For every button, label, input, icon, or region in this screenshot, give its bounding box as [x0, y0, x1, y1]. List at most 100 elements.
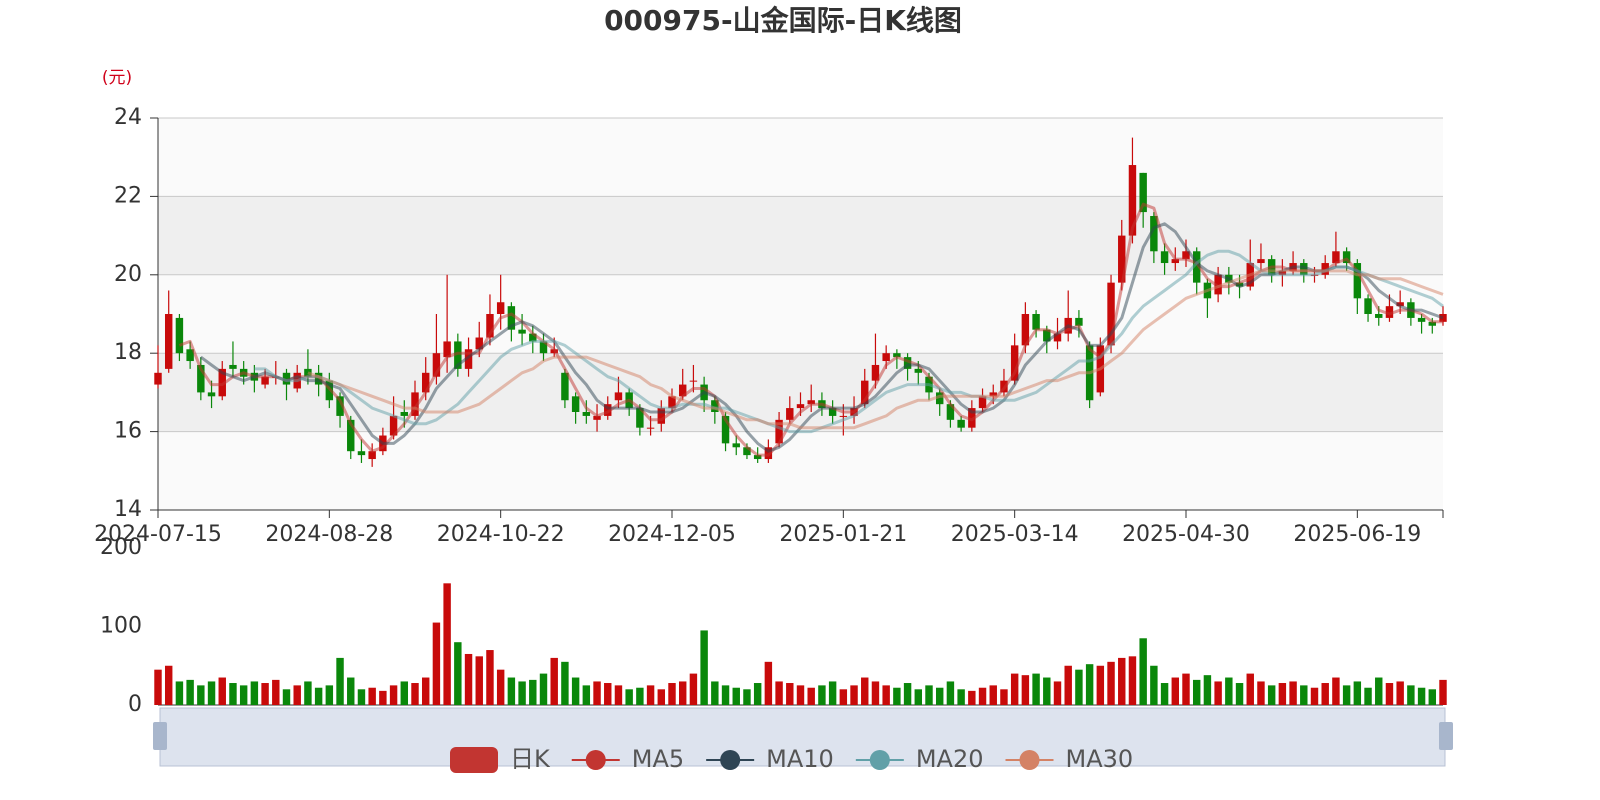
volume-bar	[1085, 664, 1094, 705]
zoom-handle[interactable]	[1439, 722, 1453, 750]
legend-item[interactable]: MA10	[706, 745, 834, 773]
candle-body	[421, 372, 430, 393]
volume-bar	[314, 687, 323, 705]
y-tick-label: 16	[114, 419, 142, 444]
candle-body	[989, 392, 997, 397]
x-tick-label: 2024-07-15	[94, 522, 222, 547]
volume-bar	[893, 687, 901, 705]
volume-bar	[828, 681, 837, 705]
y-tick-label: 200	[100, 535, 142, 560]
candle-body	[507, 306, 516, 330]
volume-bar	[678, 681, 687, 705]
candle-body	[839, 415, 848, 417]
candle-body	[1107, 282, 1115, 346]
volume-bar	[968, 690, 976, 705]
candle-body	[186, 349, 194, 362]
volume-bar	[1182, 673, 1190, 705]
volume-bar	[1128, 656, 1137, 705]
volume-bar	[411, 683, 419, 705]
candle-body	[368, 451, 376, 460]
candle-body	[218, 368, 226, 397]
x-tick-label: 2024-10-22	[437, 522, 565, 547]
volume-bar	[518, 681, 526, 705]
legend-icon	[1019, 750, 1040, 770]
y-tick-label: 0	[128, 692, 142, 717]
candle-body	[432, 353, 441, 377]
volume-bar	[561, 661, 569, 705]
volume-bar	[1118, 657, 1126, 705]
candle-body	[539, 341, 548, 354]
y-tick-label: 100	[100, 614, 142, 639]
ma-line	[254, 249, 1444, 434]
volume-bar	[1300, 685, 1308, 705]
legend-label: MA20	[916, 745, 984, 773]
candle-body	[164, 314, 173, 369]
legend-item[interactable]: MA20	[855, 745, 984, 773]
volume-bar	[1385, 683, 1394, 705]
candle-body	[1257, 259, 1265, 264]
zoom-handle[interactable]	[153, 722, 167, 750]
candle-body	[1075, 317, 1083, 326]
candle-body	[1043, 329, 1051, 342]
volume-bar	[400, 681, 409, 705]
candle-body	[443, 341, 451, 358]
candle-body	[1278, 270, 1287, 275]
legend-icon	[585, 750, 606, 770]
volume-bar	[786, 683, 794, 705]
candle-body	[828, 408, 837, 416]
volume-bar	[614, 685, 623, 705]
ma-line	[307, 269, 1444, 430]
x-tick-label: 2025-01-21	[779, 522, 907, 547]
ma-line	[199, 222, 1444, 453]
volume-bar	[432, 622, 441, 705]
volume-bar	[486, 650, 494, 705]
volume-bar	[250, 681, 259, 705]
legend-item[interactable]: 日K	[450, 745, 551, 773]
volume-bar	[347, 677, 355, 705]
volume-bar	[1171, 677, 1180, 705]
candle-body	[861, 380, 869, 405]
candle-body	[1332, 251, 1340, 264]
candle-body	[1417, 317, 1426, 322]
volume-bar	[1267, 685, 1276, 705]
candle-body	[1300, 263, 1308, 275]
volume-bar	[454, 642, 462, 705]
volume-bar	[507, 677, 516, 705]
candle-body	[571, 396, 580, 412]
legend-item[interactable]: MA30	[1005, 745, 1134, 773]
volume-bar	[539, 673, 548, 705]
volume-bar	[1096, 665, 1105, 705]
volume-bar	[1407, 685, 1415, 705]
volume-bar	[861, 677, 869, 705]
x-tick-label: 2025-06-19	[1293, 522, 1421, 547]
volume-bar	[807, 687, 815, 705]
split-area	[158, 196, 1443, 275]
volume-bar	[1043, 677, 1051, 705]
candle-body	[903, 357, 912, 369]
volume-bar	[925, 685, 933, 705]
candle-body	[1160, 251, 1169, 264]
candle-body	[796, 404, 805, 409]
volume-bar	[1139, 638, 1147, 705]
data-zoom[interactable]	[153, 707, 1453, 767]
candle-body	[486, 314, 494, 338]
volume-bar	[389, 685, 398, 705]
volume-bar	[1192, 679, 1201, 705]
volume-bar	[1321, 683, 1329, 705]
candle-body	[261, 376, 269, 385]
volume-bar	[946, 681, 955, 705]
candle-body	[1118, 235, 1126, 283]
split-area	[158, 118, 1443, 197]
volume-bar	[882, 685, 890, 705]
volume-bar	[293, 685, 301, 705]
candle-body	[914, 368, 923, 373]
candle-body	[893, 353, 901, 358]
candle-body	[1192, 251, 1201, 283]
volume-bar	[711, 681, 719, 705]
volume-bar	[689, 673, 698, 705]
volume-bar	[464, 653, 473, 705]
legend-item[interactable]: MA5	[571, 745, 684, 773]
legend-label: MA5	[632, 745, 684, 773]
